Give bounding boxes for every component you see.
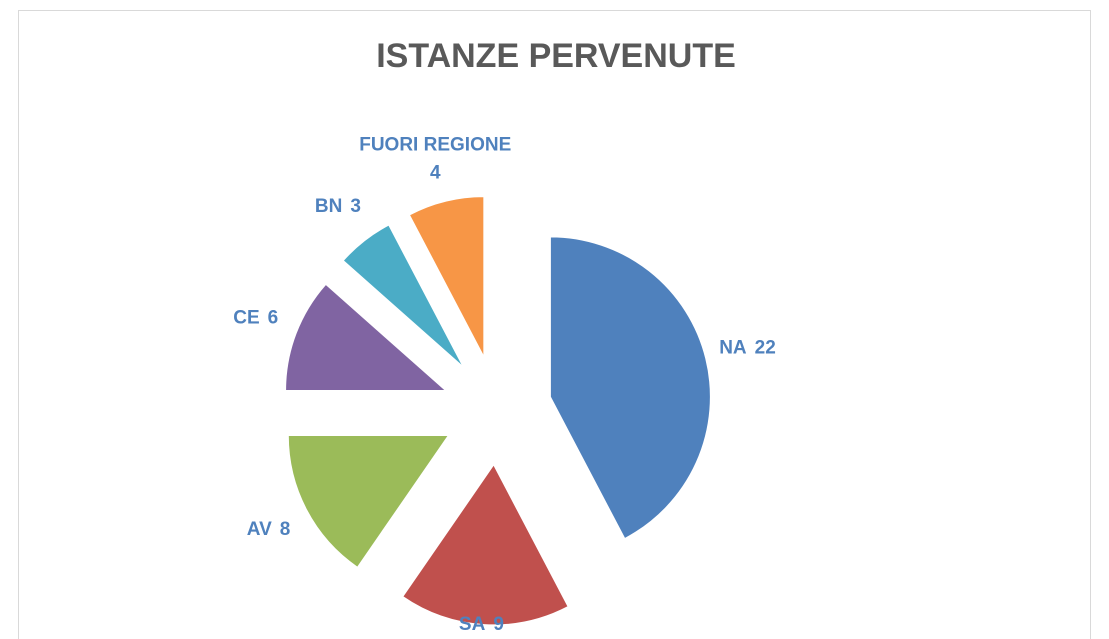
pie-slice [342, 224, 464, 368]
label-category: FUORI REGIONE [359, 135, 511, 156]
pie-slice [549, 236, 711, 540]
chart-title: ISTANZE PERVENUTE [376, 37, 736, 75]
label-value: 3 [350, 196, 361, 217]
label-category: NA [719, 337, 747, 358]
pie-slice [285, 283, 447, 391]
data-label: AV 8 [247, 519, 291, 540]
data-label: FUORI REGIONE 4 [359, 135, 511, 184]
pie-slice [402, 463, 569, 626]
data-label: SA 9 [459, 614, 504, 635]
label-value: 22 [755, 337, 776, 358]
label-category: CE [233, 308, 259, 329]
label-category: AV [247, 519, 272, 540]
label-category: BN [315, 196, 342, 217]
data-label: BN 3 [315, 196, 361, 217]
label-value: 4 [430, 163, 441, 184]
label-value: 6 [268, 308, 279, 329]
pie-slice [287, 435, 450, 568]
data-label: NA 22 [719, 337, 776, 358]
pie-slice [408, 196, 485, 357]
data-label: CE 6 [233, 308, 278, 329]
label-category: SA [459, 614, 486, 635]
label-value: 9 [493, 614, 504, 635]
label-value: 8 [280, 519, 291, 540]
